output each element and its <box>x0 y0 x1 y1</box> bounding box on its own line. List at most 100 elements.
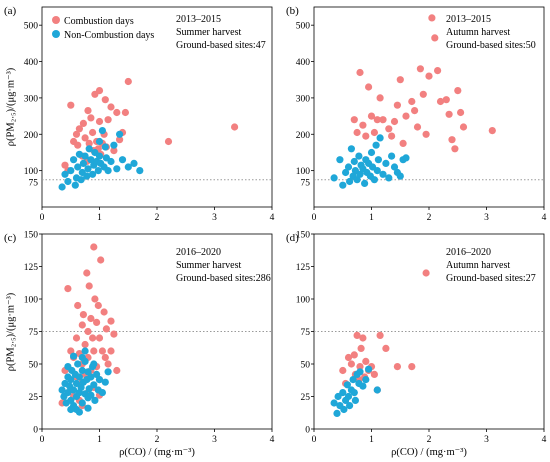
data-point <box>164 137 173 146</box>
data-point <box>116 136 124 144</box>
data-point <box>79 311 87 319</box>
data-point <box>100 308 108 316</box>
data-point <box>72 334 81 342</box>
data-point <box>58 386 66 394</box>
data-point <box>382 159 390 167</box>
data-point <box>67 376 75 384</box>
data-point <box>87 114 95 122</box>
data-point <box>85 145 93 153</box>
y-tick-label: 400 <box>296 58 311 68</box>
y-tick-label-extra: 75 <box>301 179 311 189</box>
data-point <box>399 139 407 147</box>
data-point <box>373 386 381 394</box>
data-point <box>79 119 87 127</box>
data-point <box>385 125 393 133</box>
y-tick-label: 75 <box>29 328 39 338</box>
data-point <box>388 132 396 140</box>
data-point <box>104 360 112 368</box>
data-point <box>104 167 112 175</box>
data-point <box>451 145 459 153</box>
data-point <box>408 97 416 106</box>
data-point <box>353 331 361 339</box>
data-point <box>359 382 367 390</box>
data-point <box>342 168 350 177</box>
data-point <box>75 150 83 158</box>
data-point <box>81 347 89 355</box>
data-point <box>390 117 399 126</box>
y-axis-title: ρ(PM₂.₅)/(μg·m⁻³) <box>6 292 17 371</box>
data-point <box>110 147 118 155</box>
data-point <box>388 152 396 160</box>
data-point <box>95 137 104 146</box>
data-point <box>434 67 442 75</box>
data-point <box>113 366 121 375</box>
data-point <box>90 381 98 389</box>
data-point <box>70 156 78 164</box>
data-point <box>349 376 357 384</box>
y-tick-label: 150 <box>24 231 39 241</box>
data-point <box>83 269 91 277</box>
y-tick-label: 25 <box>301 393 311 403</box>
data-point <box>70 386 78 394</box>
panel-label: (a) <box>4 5 17 17</box>
data-point <box>425 72 433 80</box>
data-point <box>390 163 399 171</box>
x-tick-label: 2 <box>427 435 432 445</box>
panel-annotation: Summer harvest <box>176 27 241 38</box>
data-point <box>411 107 419 115</box>
series-non-combustion <box>58 127 144 191</box>
data-point <box>436 97 445 106</box>
y-tick-label: 50 <box>301 361 311 371</box>
data-point <box>74 360 82 368</box>
series-non-combustion <box>330 365 381 417</box>
y-tick-label: 100 <box>296 167 311 177</box>
panel-annotation: Autumn harvest <box>446 260 510 271</box>
data-point <box>87 391 95 399</box>
data-point <box>355 152 363 160</box>
data-point <box>347 145 355 153</box>
data-point <box>64 389 72 397</box>
data-point <box>74 163 82 171</box>
data-point <box>413 123 422 131</box>
x-axis-title: ρ(CO) / (mg·m⁻³) <box>119 447 195 458</box>
data-point <box>78 399 86 407</box>
x-tick-label: 3 <box>212 435 217 445</box>
data-point <box>336 156 344 164</box>
data-point <box>454 87 462 95</box>
x-tick-label: 1 <box>369 213 374 223</box>
data-point <box>85 282 93 290</box>
data-point <box>353 128 361 137</box>
data-point <box>71 181 79 189</box>
data-point <box>370 128 378 137</box>
data-point <box>95 334 104 342</box>
x-tick-label: 3 <box>484 213 489 223</box>
data-point <box>97 256 105 264</box>
x-tick-label: 4 <box>270 435 275 445</box>
data-point <box>367 112 376 120</box>
data-point <box>95 87 104 95</box>
y-tick-label: 200 <box>24 131 39 141</box>
data-point <box>64 363 72 371</box>
data-point <box>74 301 82 310</box>
data-point <box>402 112 410 120</box>
x-tick-label: 3 <box>484 435 489 445</box>
panel-annotation: Ground-based sites:50 <box>446 40 536 51</box>
x-tick-label: 4 <box>542 435 547 445</box>
data-point <box>333 409 341 417</box>
legend: Combustion days Non-Combustion days <box>52 16 154 41</box>
data-point <box>107 347 115 355</box>
data-point <box>118 156 127 164</box>
data-point <box>110 141 118 149</box>
data-point <box>459 123 468 131</box>
data-point <box>350 351 358 359</box>
data-point <box>356 368 364 376</box>
y-tick-label: 0 <box>305 426 310 436</box>
y-tick-label: 50 <box>29 361 39 371</box>
y-tick-label: 500 <box>296 22 311 32</box>
data-point <box>98 127 106 135</box>
panel-annotation: 2016–2020 <box>446 247 491 258</box>
data-point <box>422 130 430 138</box>
data-point <box>356 68 364 77</box>
data-point <box>87 156 95 164</box>
data-point <box>457 108 465 117</box>
